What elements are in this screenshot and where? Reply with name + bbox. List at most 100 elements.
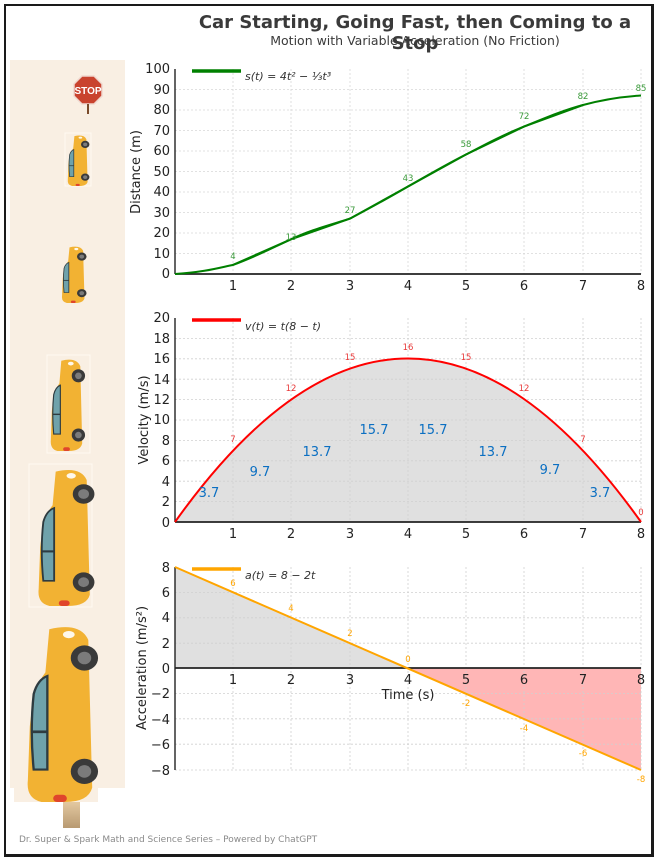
svg-text:3: 3 [346, 673, 354, 688]
svg-text:14: 14 [153, 373, 170, 388]
svg-text:6: 6 [162, 586, 170, 601]
svg-text:9.7: 9.7 [250, 465, 271, 480]
chart-subtitle: Motion with Variable Acceleration (No Fr… [270, 33, 560, 48]
svg-text:27: 27 [345, 206, 356, 216]
svg-text:10: 10 [153, 247, 170, 262]
svg-text:3: 3 [346, 527, 354, 542]
svg-text:20: 20 [153, 226, 170, 241]
svg-text:4: 4 [162, 611, 170, 626]
svg-text:15.7: 15.7 [419, 423, 448, 438]
svg-text:12: 12 [519, 384, 530, 394]
svg-text:16: 16 [403, 343, 414, 353]
svg-text:−8: −8 [151, 764, 170, 779]
figure-frame [4, 4, 654, 857]
svg-text:13: 13 [286, 233, 297, 243]
svg-text:Acceleration (m/s²): Acceleration (m/s²) [135, 606, 150, 730]
svg-text:90: 90 [153, 83, 170, 98]
svg-text:10: 10 [153, 413, 170, 428]
svg-text:60: 60 [153, 144, 170, 159]
svg-text:1: 1 [229, 527, 237, 542]
svg-text:−6: −6 [151, 738, 170, 753]
svg-text:15: 15 [345, 353, 356, 363]
svg-text:4: 4 [404, 673, 412, 688]
svg-text:2: 2 [347, 629, 352, 639]
svg-text:0: 0 [162, 516, 170, 531]
svg-text:3.7: 3.7 [199, 486, 220, 501]
svg-text:2: 2 [162, 495, 170, 510]
svg-text:-6: -6 [579, 749, 587, 759]
svg-text:0: 0 [162, 267, 170, 282]
car-icon [50, 358, 86, 452]
svg-text:50: 50 [153, 165, 170, 180]
svg-text:8: 8 [637, 673, 645, 688]
stop-sign-icon: STOP [73, 75, 103, 114]
svg-text:6: 6 [520, 279, 528, 294]
car-icon [37, 468, 96, 608]
svg-text:8: 8 [162, 561, 170, 576]
svg-text:15.7: 15.7 [360, 423, 389, 438]
svg-text:1: 1 [229, 279, 237, 294]
svg-text:1: 1 [229, 673, 237, 688]
svg-text:-4: -4 [520, 724, 528, 734]
svg-text:12: 12 [153, 393, 170, 408]
svg-text:6: 6 [520, 527, 528, 542]
svg-text:7: 7 [579, 673, 587, 688]
svg-text:5: 5 [462, 673, 470, 688]
svg-text:3.7: 3.7 [590, 486, 611, 501]
svg-text:-8: -8 [637, 775, 645, 785]
sign-post [63, 802, 80, 828]
svg-text:72: 72 [519, 112, 530, 122]
svg-text:3: 3 [346, 279, 354, 294]
svg-text:8: 8 [637, 527, 645, 542]
svg-text:30: 30 [153, 206, 170, 221]
svg-text:Time (s): Time (s) [381, 688, 435, 703]
svg-text:−4: −4 [151, 713, 170, 728]
svg-text:4: 4 [288, 604, 293, 614]
car-icon [61, 246, 88, 304]
distance-chart: 0 10 20 30 40 50 60 70 80 90 100 1 2 3 4 5 6 7 8 Dis… [129, 62, 646, 294]
svg-text:43: 43 [403, 174, 414, 184]
svg-text:4: 4 [230, 252, 235, 262]
svg-text:4: 4 [162, 475, 170, 490]
svg-text:v(t) = t(8 − t): v(t) = t(8 − t) [245, 320, 321, 333]
acceleration-chart: 8 6 4 2 0 −2 −4 −6 −8 1 2 3 4 5 6 7 8 Time (s) Acce… [135, 561, 645, 785]
svg-text:7: 7 [579, 527, 587, 542]
svg-text:7: 7 [230, 435, 235, 445]
car-icon [67, 135, 90, 187]
svg-text:13.7: 13.7 [479, 445, 508, 460]
svg-text:8: 8 [162, 434, 170, 449]
svg-text:Distance (m): Distance (m) [129, 130, 144, 214]
svg-text:a(t) = 8 − 2t: a(t) = 8 − 2t [245, 569, 316, 582]
svg-text:s(t) = 4t² − ⅓t³: s(t) = 4t² − ⅓t³ [245, 70, 332, 83]
svg-text:15: 15 [461, 353, 472, 363]
footer-credit: Dr. Super & Spark Math and Science Serie… [19, 835, 318, 845]
svg-text:80: 80 [153, 103, 170, 118]
svg-text:13.7: 13.7 [303, 445, 332, 460]
svg-text:6: 6 [230, 579, 235, 589]
svg-text:STOP: STOP [74, 86, 101, 97]
svg-text:70: 70 [153, 124, 170, 139]
svg-text:7: 7 [580, 435, 585, 445]
svg-text:2: 2 [287, 279, 295, 294]
svg-text:-2: -2 [462, 699, 470, 709]
svg-text:2: 2 [287, 527, 295, 542]
svg-text:4: 4 [404, 527, 412, 542]
svg-text:6: 6 [520, 673, 528, 688]
svg-text:Velocity (m/s): Velocity (m/s) [137, 375, 152, 464]
svg-text:8: 8 [637, 279, 645, 294]
svg-text:20: 20 [153, 311, 170, 326]
car-icon [26, 625, 100, 804]
svg-text:0: 0 [638, 508, 643, 518]
chart-title: Car Starting, Going Fast, then Coming to… [198, 12, 632, 54]
svg-text:85: 85 [636, 84, 647, 94]
svg-text:0: 0 [162, 662, 170, 677]
svg-text:12: 12 [286, 384, 297, 394]
svg-text:5: 5 [462, 279, 470, 294]
svg-text:0: 0 [405, 655, 410, 665]
svg-text:82: 82 [578, 92, 589, 102]
svg-text:6: 6 [162, 454, 170, 469]
svg-text:40: 40 [153, 185, 170, 200]
svg-text:16: 16 [153, 352, 170, 367]
svg-text:100: 100 [145, 62, 170, 77]
